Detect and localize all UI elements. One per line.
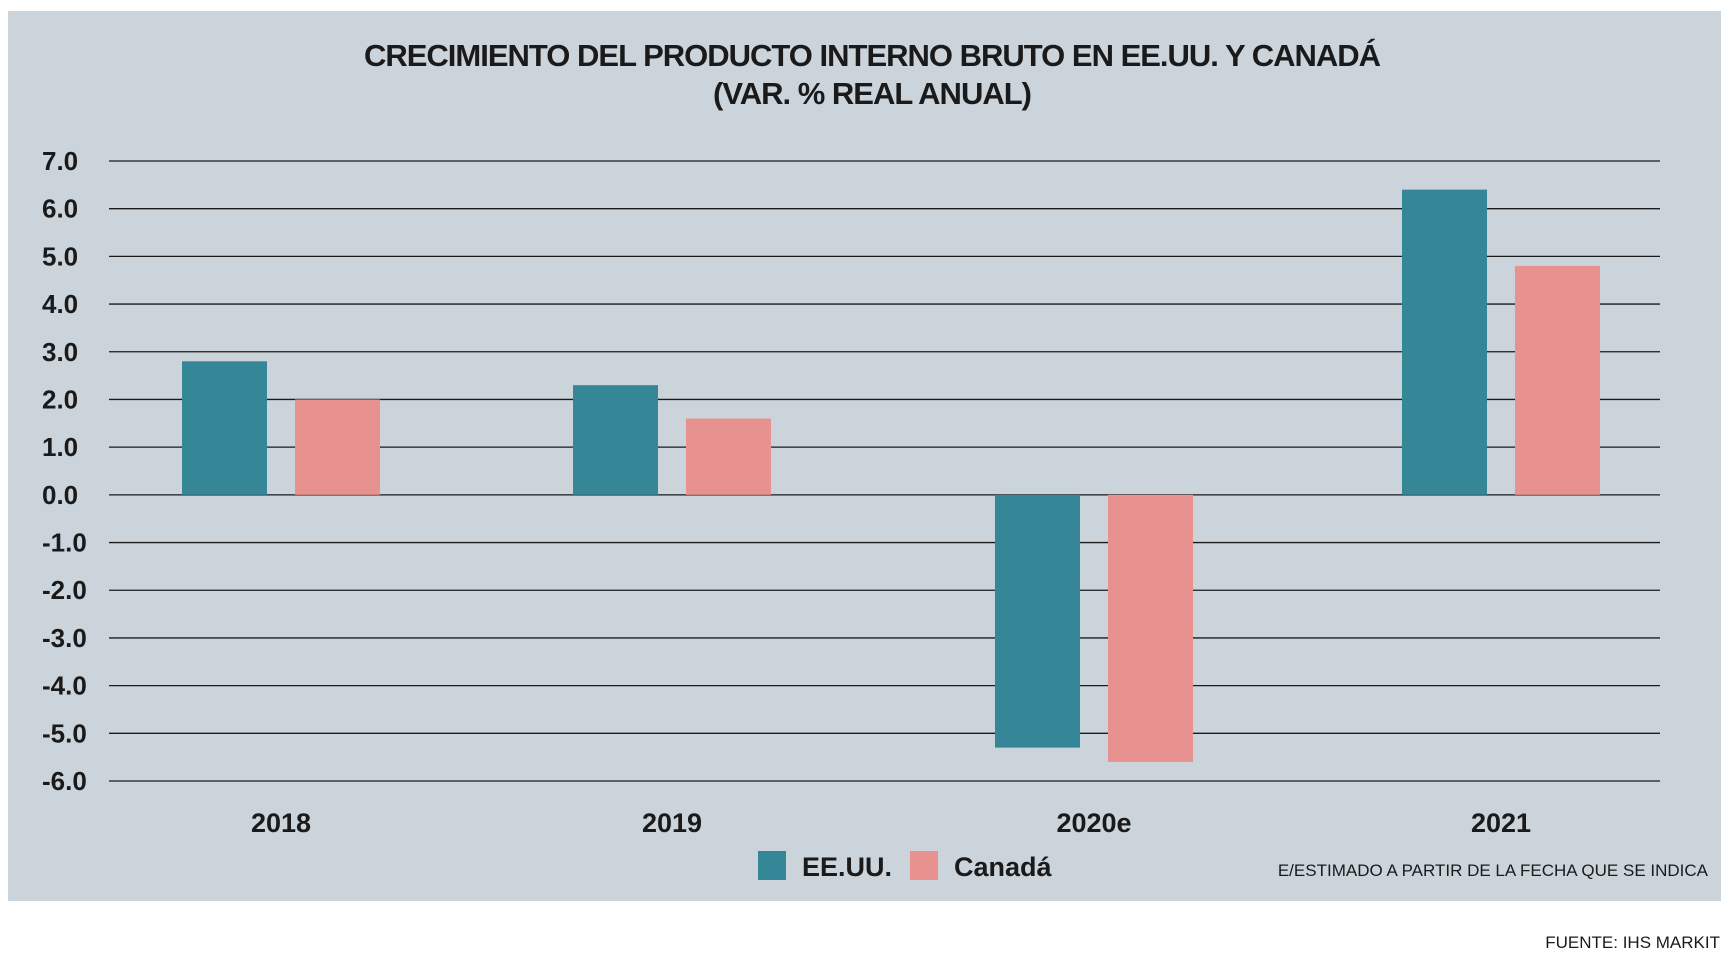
estimate-note: E/ESTIMADO A PARTIR DE LA FECHA QUE SE I… <box>1278 861 1709 880</box>
y-tick-label: -4.0 <box>42 671 87 701</box>
chart-subtitle: (VAR. % REAL ANUAL) <box>713 76 1031 111</box>
y-tick-label: 7.0 <box>42 146 78 176</box>
y-tick-label: 6.0 <box>42 194 78 224</box>
y-tick-label: -2.0 <box>42 575 87 605</box>
y-tick-label: 4.0 <box>42 289 78 319</box>
legend-label: EE.UU. <box>802 852 892 882</box>
x-tick-label: 2018 <box>251 808 311 838</box>
y-tick-label: -6.0 <box>42 766 87 796</box>
legend-swatch <box>758 851 786 880</box>
bar-eeuu-2020e <box>995 494 1080 748</box>
y-tick-label: 0.0 <box>42 480 78 510</box>
bar-canad-2018 <box>295 399 380 495</box>
bar-canad-2020e <box>1108 494 1193 762</box>
bar-eeuu-2018 <box>182 361 267 495</box>
y-tick-label: 1.0 <box>42 432 78 462</box>
y-tick-label: 3.0 <box>42 337 78 367</box>
y-tick-label: 5.0 <box>42 241 78 271</box>
y-tick-label: 2.0 <box>42 384 78 414</box>
legend-label: Canadá <box>954 852 1053 882</box>
bar-canad-2021 <box>1515 265 1600 495</box>
x-tick-label: 2019 <box>642 808 702 838</box>
x-tick-label: 2021 <box>1471 808 1531 838</box>
chart-title: CRECIMIENTO DEL PRODUCTO INTERNO BRUTO E… <box>364 38 1381 73</box>
x-tick-label: 2020e <box>1056 808 1131 838</box>
bar-canad-2019 <box>686 418 771 495</box>
y-tick-label: -5.0 <box>42 718 87 748</box>
y-tick-label: -1.0 <box>42 528 87 558</box>
bar-eeuu-2021 <box>1402 189 1487 495</box>
bar-eeuu-2019 <box>573 385 658 495</box>
legend-swatch <box>910 851 938 880</box>
source-note: FUENTE: IHS MARKIT <box>1545 933 1720 952</box>
y-tick-label: -3.0 <box>42 623 87 653</box>
